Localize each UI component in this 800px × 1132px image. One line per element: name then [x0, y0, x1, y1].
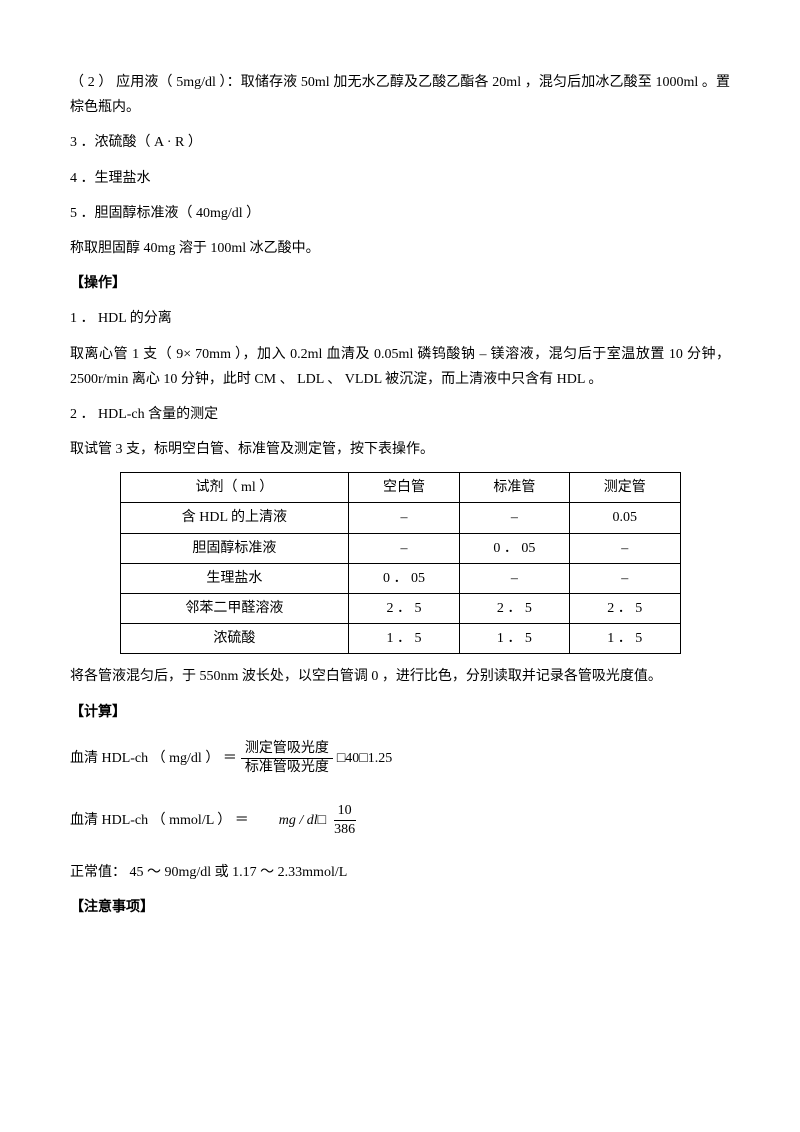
table-cell: 1 ． 5	[570, 624, 680, 654]
table-cell: 浓硫酸	[120, 624, 349, 654]
reagent-table: 试剂（ ml ） 空白管 标准管 测定管 含 HDL 的上清液 – – 0.05…	[120, 472, 681, 654]
section-notes-heading: 【注意事项】	[70, 895, 730, 920]
table-header-cell: 空白管	[349, 473, 459, 503]
operation-2-title: 2 ． HDL-ch 含量的测定	[70, 402, 730, 427]
table-header-row: 试剂（ ml ） 空白管 标准管 测定管	[120, 473, 680, 503]
item-3-sulfuric-acid: 3 ．浓硫酸（ A · R ）	[70, 130, 730, 155]
table-cell: –	[349, 533, 459, 563]
operation-1-title: 1 ． HDL 的分离	[70, 306, 730, 331]
table-row: 生理盐水 0 ． 05 – –	[120, 563, 680, 593]
formula-2-label: 血清 HDL-ch （ mmol/L ） ＝	[70, 808, 249, 833]
table-header-cell: 试剂（ ml ）	[120, 473, 349, 503]
item-5-cholesterol-standard: 5 ．胆固醇标准液（ 40mg/dl ）	[70, 201, 730, 226]
operation-1-body: 取离心管 1 支（ 9× 70mm ），加入 0.2ml 血清及 0.05ml …	[70, 342, 730, 392]
formula-2-numerator: 10	[334, 802, 356, 821]
table-cell: 2 ． 5	[459, 594, 569, 624]
table-cell: 1 ． 5	[459, 624, 569, 654]
formula-1-tail: □40□1.25	[337, 746, 392, 771]
operation-2-body: 取试管 3 支，标明空白管、标准管及测定管，按下表操作。	[70, 437, 730, 462]
paragraph-application-liquid: （ 2 ） 应用液（ 5mg/dl ）：取储存液 50ml 加无水乙醇及乙酸乙酯…	[70, 70, 730, 120]
table-cell: 含 HDL 的上清液	[120, 503, 349, 533]
normal-value: 正常值： 45 ～ 90mg/dl 或 1.17 ～ 2.33mmol/L	[70, 860, 730, 885]
formula-1-numerator: 测定管吸光度	[241, 740, 333, 759]
formula-1: 血清 HDL-ch （ mg/dl ） ＝ 测定管吸光度 标准管吸光度 □40□…	[70, 740, 730, 777]
table-cell: 0.05	[570, 503, 680, 533]
formula-2-prefix: mg / dl	[279, 808, 318, 833]
table-cell: –	[459, 563, 569, 593]
table-cell: –	[570, 563, 680, 593]
formula-1-denominator: 标准管吸光度	[241, 759, 333, 777]
section-calculation-heading: 【计算】	[70, 700, 730, 725]
table-cell: 邻苯二甲醛溶液	[120, 594, 349, 624]
table-cell: 0 ． 05	[349, 563, 459, 593]
table-row: 邻苯二甲醛溶液 2 ． 5 2 ． 5 2 ． 5	[120, 594, 680, 624]
table-cell: –	[459, 503, 569, 533]
item-5-description: 称取胆固醇 40mg 溶于 100ml 冰乙酸中。	[70, 236, 730, 261]
table-cell: 生理盐水	[120, 563, 349, 593]
table-cell: 1 ． 5	[349, 624, 459, 654]
table-header-cell: 标准管	[459, 473, 569, 503]
item-4-saline: 4 ．生理盐水	[70, 166, 730, 191]
formula-1-fraction: 测定管吸光度 标准管吸光度	[241, 740, 333, 777]
formula-2-denominator: 386	[330, 821, 359, 839]
table-cell: 0 ． 05	[459, 533, 569, 563]
table-row: 浓硫酸 1 ． 5 1 ． 5 1 ． 5	[120, 624, 680, 654]
table-cell: –	[349, 503, 459, 533]
formula-2-fraction: 10 386	[330, 802, 359, 839]
formula-1-label: 血清 HDL-ch （ mg/dl ） ＝	[70, 746, 237, 771]
table-header-cell: 测定管	[570, 473, 680, 503]
formula-2: 血清 HDL-ch （ mmol/L ） ＝ mg / dl □ 10 386	[70, 802, 730, 839]
after-table-paragraph: 将各管液混匀后，于 550nm 波长处，以空白管调 0 ，进行比色，分别读取并记…	[70, 664, 730, 689]
formula-2-box: □	[318, 808, 326, 833]
table-cell: 胆固醇标准液	[120, 533, 349, 563]
table-row: 含 HDL 的上清液 – – 0.05	[120, 503, 680, 533]
section-operation-heading: 【操作】	[70, 271, 730, 296]
table-cell: 2 ． 5	[570, 594, 680, 624]
table-row: 胆固醇标准液 – 0 ． 05 –	[120, 533, 680, 563]
table-cell: 2 ． 5	[349, 594, 459, 624]
table-cell: –	[570, 533, 680, 563]
